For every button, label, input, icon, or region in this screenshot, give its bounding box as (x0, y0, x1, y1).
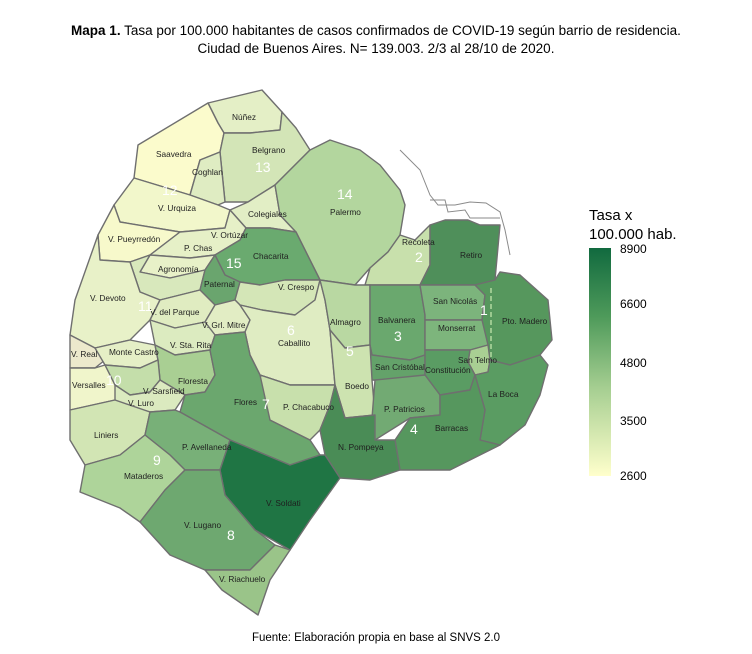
comuna-4-number: 4 (410, 421, 418, 437)
label-vsoldati: V. Soldati (266, 498, 301, 508)
barrio-coghlan[interactable] (189, 151, 226, 206)
label-chacarita: Chacarita (253, 251, 289, 261)
comuna-12-number: 12 (162, 182, 178, 198)
label-vcrespo: V. Crespo (278, 282, 315, 292)
label-caballito: Caballito (278, 338, 311, 348)
label-grlmitre: V. Grl. Mitre (202, 320, 246, 330)
legend-title: Tasa x 100.000 hab. (589, 206, 677, 244)
label-pchas: P. Chas (184, 243, 212, 253)
comuna-3-number: 3 (394, 328, 402, 344)
label-vlugano: V. Lugano (184, 520, 221, 530)
label-nunez: Núñez (232, 112, 256, 122)
label-belgrano: Belgrano (252, 145, 286, 155)
label-floresta: Floresta (178, 376, 208, 386)
legend-tick-3500: 3500 (620, 414, 647, 428)
legend-tick-4800: 4800 (620, 356, 647, 370)
label-saavedra: Saavedra (156, 149, 192, 159)
comuna-9-number: 9 (153, 452, 161, 468)
label-constitucion: Constitución (425, 365, 471, 375)
source-note: Fuente: Elaboración propia en base al SN… (251, 632, 501, 644)
label-balvanera: Balvanera (378, 315, 416, 325)
label-ptomadero: Pto. Madero (502, 316, 548, 326)
comuna-14-number: 14 (337, 186, 353, 202)
label-versalles: Versalles (72, 380, 106, 390)
barrio-vriachuelo[interactable] (204, 544, 291, 616)
comuna-13-number: 13 (255, 159, 271, 175)
label-npompeya: N. Pompeya (338, 442, 384, 452)
label-retiro: Retiro (460, 250, 483, 260)
legend-tick-6600: 6600 (620, 297, 647, 311)
label-mataderos: Mataderos (124, 471, 163, 481)
comuna-7-number: 7 (262, 396, 270, 412)
legend-color-bar (589, 248, 611, 476)
comuna-11-number: 11 (138, 298, 153, 314)
label-agronomia: Agronomía (158, 264, 199, 274)
coastline (399, 149, 511, 256)
label-coghlan: Coghlan (192, 167, 223, 177)
label-vreal: V. Real (71, 349, 98, 359)
comuna-10-number: 10 (106, 372, 122, 388)
comuna-2-number: 2 (415, 249, 423, 265)
barrio-retiro[interactable] (419, 219, 501, 286)
label-almagro: Almagro (330, 317, 361, 327)
label-sancristobal: San Cristóbal (375, 362, 425, 372)
label-ortuzar: V. Ortúzar (211, 230, 248, 240)
legend-title-line1: Tasa x (589, 207, 633, 224)
label-boedo: Boedo (345, 381, 369, 391)
legend-tick-8900: 8900 (620, 242, 647, 256)
label-montecastro: Monte Castro (109, 347, 159, 357)
label-paternal: Paternal (204, 279, 235, 289)
label-vsarsfield: V. Sarsfield (143, 386, 185, 396)
comuna-6-number: 6 (287, 322, 295, 338)
comuna-15-number: 15 (226, 255, 242, 271)
label-monserrat: Monserrat (438, 323, 476, 333)
map-title-line1: Tasa por 100.000 habitantes de casos con… (124, 23, 681, 38)
barrio-ptomadero[interactable] (474, 271, 553, 366)
barrio-vreal[interactable] (69, 334, 106, 369)
label-vluro: V. Luro (128, 398, 154, 408)
label-sannicolas: San Nicolás (433, 296, 477, 306)
label-starita: V. Sta. Rita (170, 340, 212, 350)
label-colegiales: Colegiales (248, 209, 287, 219)
label-pchacabuco: P. Chacabuco (283, 402, 334, 412)
comuna-8-number: 8 (227, 527, 235, 543)
label-palermo: Palermo (330, 207, 361, 217)
label-barracas: Barracas (435, 423, 468, 433)
barrio-flores[interactable] (179, 331, 321, 466)
map-title: Mapa 1. Tasa por 100.000 habitantes de c… (0, 22, 752, 58)
label-pueyrredon: V. Pueyrredón (108, 234, 161, 244)
barrio-barracas[interactable] (394, 374, 501, 471)
map-title-line2: Ciudad de Buenos Aires. N= 139.003. 2/3 … (197, 41, 555, 56)
label-devoto: V. Devoto (90, 293, 126, 303)
label-recoleta: Recoleta (402, 237, 435, 247)
label-vriachuelo: V. Riachuelo (219, 574, 266, 584)
label-liniers: Liniers (94, 430, 118, 440)
comuna-5-number: 5 (346, 343, 354, 359)
label-urquiza: V. Urquiza (158, 203, 196, 213)
label-delparque: V. del Parque (150, 307, 200, 317)
legend-title-line2: 100.000 hab. (589, 226, 677, 243)
map-title-bold: Mapa 1. (71, 23, 121, 38)
label-ppatricios: P. Patricios (384, 404, 425, 414)
port-docks (430, 199, 500, 219)
label-pavellaneda: P. Avellaneda (182, 442, 232, 452)
comuna-1-number: 1 (480, 302, 488, 318)
label-flores: Flores (234, 397, 257, 407)
label-laboca: La Boca (488, 389, 519, 399)
label-santelmo: San Telmo (458, 355, 497, 365)
legend-tick-2600: 2600 (620, 469, 647, 483)
